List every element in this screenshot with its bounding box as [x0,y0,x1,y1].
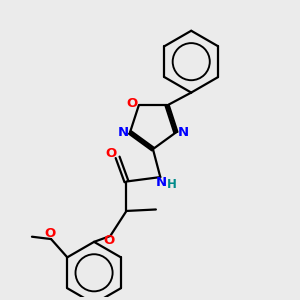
Text: O: O [127,97,138,110]
Text: N: N [178,126,189,139]
Text: O: O [106,147,117,160]
Text: N: N [118,126,129,139]
Text: O: O [45,227,56,240]
Text: H: H [167,178,176,191]
Text: O: O [103,235,114,248]
Text: N: N [155,176,167,189]
